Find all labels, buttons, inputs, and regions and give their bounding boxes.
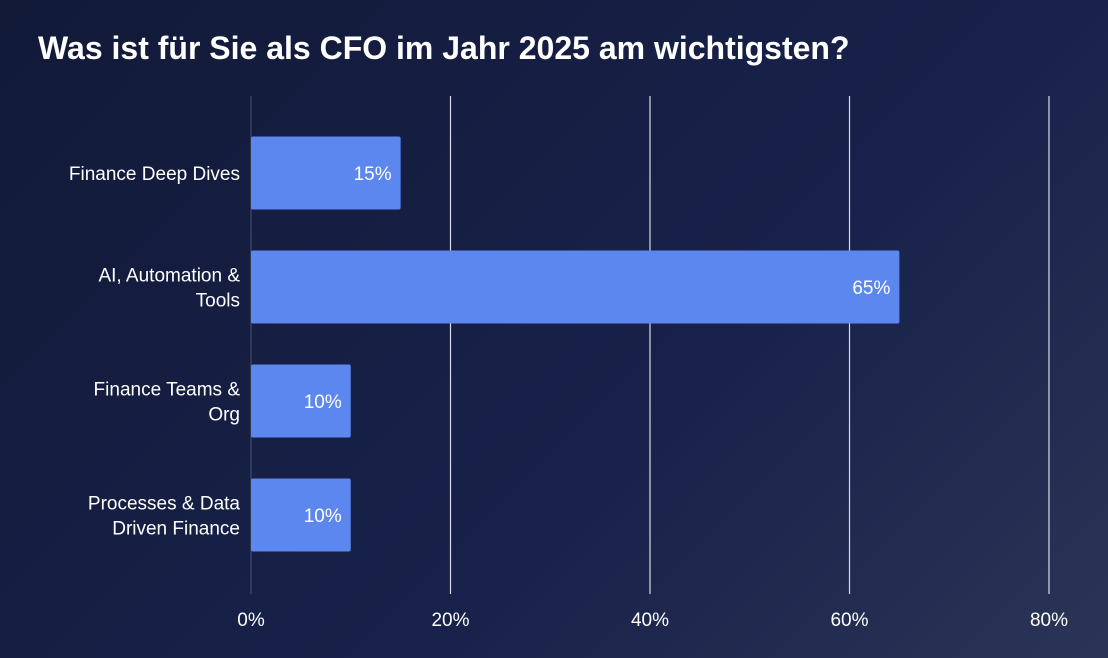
category-label-line: AI, Automation & bbox=[98, 266, 240, 287]
x-tick-label-80: 80% bbox=[1030, 610, 1068, 631]
x-tick-label-0: 0% bbox=[237, 610, 265, 631]
chart-title: Was ist für Sie als CFO im Jahr 2025 am … bbox=[38, 30, 850, 66]
category-label-2: Finance Teams & Org bbox=[94, 380, 241, 426]
x-tick-label-20: 20% bbox=[431, 610, 469, 631]
bar-value-label-1: 65% bbox=[852, 278, 890, 299]
category-label-line: Driven Finance bbox=[112, 519, 240, 540]
category-label-0: Finance Deep Dives bbox=[69, 164, 240, 185]
x-tick-label-40: 40% bbox=[631, 610, 669, 631]
bar-2 bbox=[251, 364, 351, 438]
category-label-line: Finance Teams & bbox=[94, 380, 241, 401]
category-label-3: Processes & Data Driven Finance bbox=[88, 494, 240, 540]
bar-1 bbox=[251, 250, 900, 324]
bar-3 bbox=[251, 478, 351, 552]
x-tick-label-60: 60% bbox=[830, 610, 868, 631]
bar-0 bbox=[251, 136, 401, 210]
category-label-1: AI, Automation & Tools bbox=[98, 266, 240, 312]
bar-value-label-3: 10% bbox=[304, 506, 342, 527]
bar-value-label-2: 10% bbox=[304, 392, 342, 413]
category-label-line: Org bbox=[208, 405, 240, 426]
category-label-line: Processes & Data bbox=[88, 494, 240, 515]
category-label-line: Finance Deep Dives bbox=[69, 164, 240, 185]
bar-value-label-0: 15% bbox=[354, 164, 392, 185]
category-label-line: Tools bbox=[196, 291, 240, 312]
